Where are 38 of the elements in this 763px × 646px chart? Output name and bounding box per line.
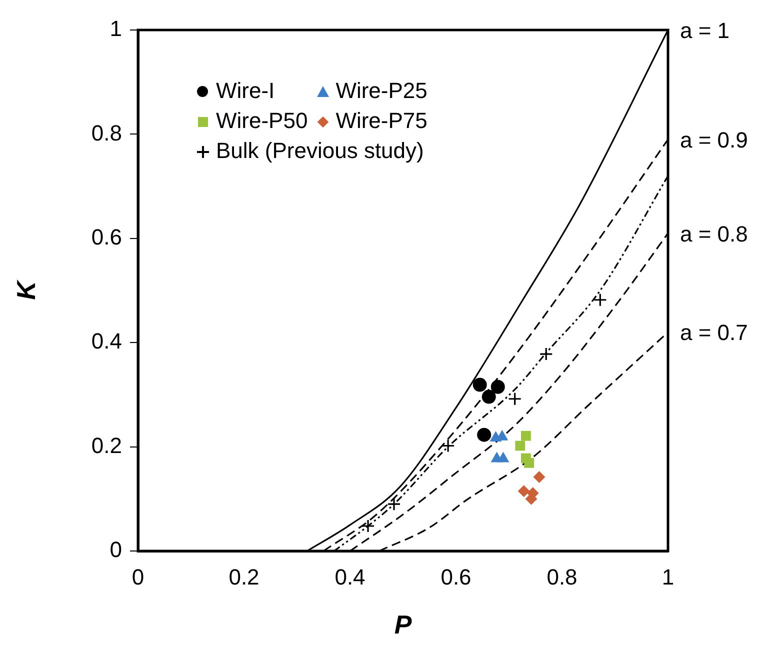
x-tick-label: 0.8 xyxy=(546,564,578,590)
text: a = 1 xyxy=(680,18,730,44)
text: a = 0.8 xyxy=(680,221,748,246)
point xyxy=(490,380,505,394)
y-tick-label: 0.4 xyxy=(91,328,122,354)
y-axis-title: K xyxy=(10,278,41,300)
x-tick-label: 0 xyxy=(132,564,144,590)
point xyxy=(472,378,487,392)
text: a = 0.9 xyxy=(680,127,748,152)
x-tick-label: 0.4 xyxy=(334,564,366,590)
point xyxy=(441,438,455,453)
point xyxy=(524,458,534,468)
x-tick-label: 0.6 xyxy=(440,564,472,590)
point xyxy=(521,430,531,441)
point xyxy=(515,440,526,451)
text: a = 0.7 xyxy=(680,320,748,346)
y-tick-label: 0.6 xyxy=(91,224,122,250)
y-tick-label: 1 xyxy=(110,16,122,42)
y-tick-label: 0 xyxy=(110,537,122,562)
x-tick-label: 0.2 xyxy=(228,564,260,590)
point xyxy=(387,497,401,511)
x-axis-title: P xyxy=(394,610,412,640)
y-tick-label: 0.8 xyxy=(91,120,122,146)
legend-label: Wire-P75 xyxy=(336,108,428,133)
legend-label: Wire-I xyxy=(216,78,275,103)
legend-label: Wire-P50 xyxy=(216,108,308,133)
y-tick-label: 0.2 xyxy=(91,432,122,458)
x-tick-label: 1 xyxy=(662,564,674,590)
point xyxy=(508,392,522,406)
legend-label: Bulk (Previous study) xyxy=(216,138,424,163)
point xyxy=(539,347,553,361)
point xyxy=(518,485,530,498)
point xyxy=(477,428,492,442)
point xyxy=(361,519,375,533)
legend-label: Wire-P25 xyxy=(336,78,428,103)
point xyxy=(482,390,496,404)
point xyxy=(593,293,607,307)
point xyxy=(533,471,546,484)
